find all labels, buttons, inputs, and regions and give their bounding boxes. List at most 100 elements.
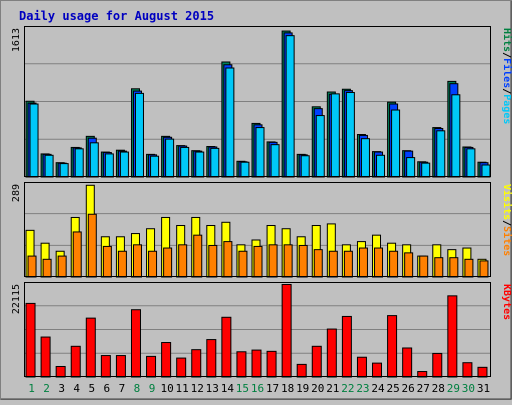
x-tick-label-day-11: 11: [176, 382, 189, 395]
x-tick-label-day-18: 18: [281, 382, 294, 395]
panel-frame: [24, 282, 491, 377]
bar-sites-day-26: [404, 252, 414, 278]
bar-pages-day-19: [300, 155, 310, 178]
panel-pages-files-hits: 1613 Hits/Files/Pages: [11, 26, 512, 178]
bar-kbytes-day-31: [477, 366, 488, 378]
bar-kbytes-day-18: [281, 283, 292, 378]
legend-sites: Sites: [501, 226, 512, 256]
bar-sites-day-10: [163, 247, 173, 278]
legend-kbytes: KBytes: [501, 284, 512, 320]
x-tick-label-day-13: 13: [206, 382, 219, 395]
legend-visits: Visits: [501, 184, 512, 220]
bar-sites-day-29: [449, 257, 459, 278]
bar-pages-day-17: [270, 144, 280, 178]
bar-kbytes-day-2: [40, 336, 51, 378]
panel-max-label: 1613: [11, 28, 22, 52]
bar-kbytes-day-4: [70, 345, 81, 378]
bar-pages-day-9: [150, 155, 160, 178]
x-tick-label-day-25: 25: [386, 382, 399, 395]
legend-hits: Hits: [501, 28, 512, 52]
x-tick-label-day-28: 28: [432, 382, 445, 395]
x-tick-label-day-4: 4: [73, 382, 80, 395]
panel-frame: [24, 182, 491, 277]
x-tick-label-day-19: 19: [296, 382, 309, 395]
x-tick-label-day-12: 12: [191, 382, 204, 395]
x-tick-label-day-20: 20: [311, 382, 324, 395]
x-tick-label-day-9: 9: [149, 382, 156, 395]
bar-pages-day-20: [315, 115, 325, 178]
bar-sites-day-31: [479, 260, 489, 278]
bar-kbytes-day-10: [161, 342, 172, 378]
bar-kbytes-day-3: [55, 365, 66, 378]
bar-sites-day-12: [193, 234, 203, 278]
bar-pages-day-8: [134, 92, 144, 178]
bar-pages-day-4: [74, 148, 84, 178]
bar-kbytes-day-7: [115, 355, 126, 378]
bar-kbytes-day-20: [311, 345, 322, 378]
bar-kbytes-day-24: [372, 362, 383, 378]
bar-sites-day-24: [374, 247, 384, 278]
bar-sites-day-1: [27, 255, 37, 278]
bar-pages-day-27: [421, 162, 431, 178]
bar-kbytes-day-28: [432, 352, 443, 378]
bar-sites-day-3: [57, 255, 67, 278]
bar-sites-day-16: [253, 245, 263, 278]
bar-kbytes-day-13: [206, 339, 217, 378]
bar-pages-day-7: [119, 151, 129, 178]
legend-separator: /: [501, 52, 512, 58]
x-tick-label-day-15: 15: [236, 382, 249, 395]
x-tick-label-day-27: 27: [417, 382, 430, 395]
bar-pages-day-1: [29, 103, 39, 178]
bar-sites-day-19: [298, 244, 308, 278]
x-tick-label-day-24: 24: [371, 382, 385, 395]
bar-pages-day-2: [44, 154, 54, 178]
bar-pages-day-24: [376, 154, 386, 178]
bar-sites-day-14: [223, 241, 233, 278]
bar-sites-day-2: [42, 258, 52, 278]
bar-pages-day-31: [481, 164, 491, 178]
bar-sites-day-21: [328, 250, 338, 278]
bar-kbytes-day-8: [130, 309, 141, 378]
x-tick-label-day-21: 21: [326, 382, 339, 395]
x-tick-label-day-31: 31: [477, 382, 490, 395]
bar-pages-day-21: [330, 93, 340, 178]
bar-pages-day-29: [451, 94, 461, 178]
bar-pages-day-3: [59, 163, 69, 178]
x-tick-label-day-16: 16: [251, 382, 264, 395]
legend-separator: /: [501, 220, 512, 226]
bar-kbytes-day-25: [387, 315, 398, 378]
bar-kbytes-day-11: [176, 357, 187, 378]
bar-sites-day-23: [358, 247, 368, 278]
bar-sites-day-27: [419, 255, 429, 278]
bar-kbytes-day-9: [146, 355, 157, 378]
bar-kbytes-day-29: [447, 295, 458, 378]
bar-pages-day-15: [240, 161, 250, 178]
bar-kbytes-day-6: [100, 355, 111, 378]
bar-pages-day-23: [360, 138, 370, 178]
bar-sites-day-4: [72, 231, 82, 278]
bar-kbytes-day-19: [296, 363, 307, 378]
x-tick-label-day-17: 17: [266, 382, 279, 395]
bar-kbytes-day-12: [191, 349, 202, 378]
bar-sites-day-6: [102, 245, 112, 278]
bar-sites-day-17: [268, 244, 278, 278]
x-tick-label-day-6: 6: [104, 382, 111, 395]
x-tick-label-day-7: 7: [119, 382, 126, 395]
bar-sites-day-18: [283, 244, 293, 278]
panel-frame: [24, 26, 491, 177]
bar-pages-day-22: [345, 91, 355, 178]
bar-sites-day-9: [148, 250, 158, 278]
panel-side-labels: Visits/Sites: [501, 184, 512, 256]
x-tick-label-day-30: 30: [462, 382, 475, 395]
bar-kbytes-day-30: [462, 362, 473, 378]
x-tick-label-day-10: 10: [160, 382, 173, 395]
bar-kbytes-day-15: [236, 351, 247, 378]
x-tick-label-day-3: 3: [58, 382, 65, 395]
bar-pages-day-16: [255, 127, 265, 178]
bar-kbytes-day-26: [402, 347, 413, 378]
bar-sites-day-15: [238, 250, 248, 278]
legend-separator: /: [501, 88, 512, 94]
bar-pages-day-5: [89, 142, 99, 178]
x-tick-label-day-26: 26: [402, 382, 415, 395]
